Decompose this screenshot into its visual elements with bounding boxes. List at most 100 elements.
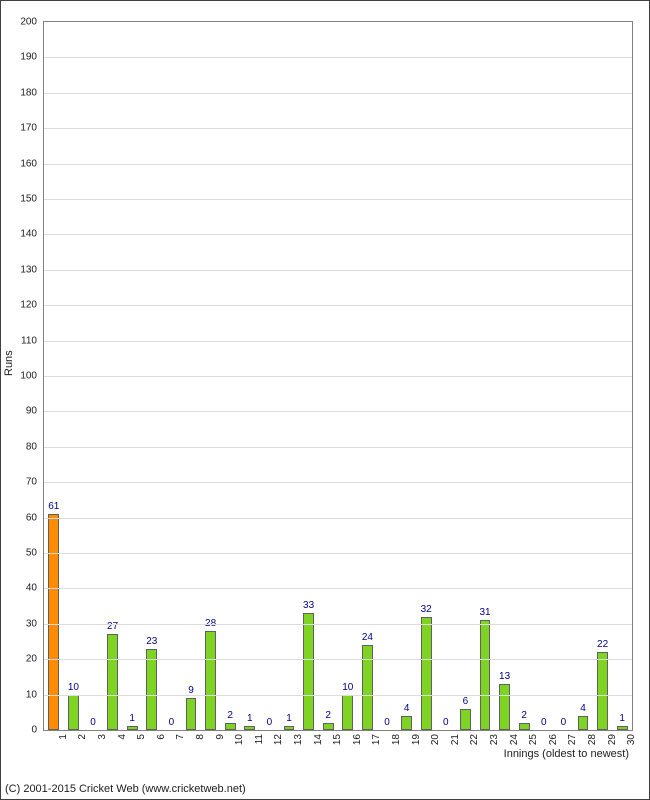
x-tick-label: 26 bbox=[548, 734, 559, 745]
bar bbox=[499, 684, 510, 730]
x-tick-label: 12 bbox=[273, 734, 284, 745]
x-axis-title: Innings (oldest to newest) bbox=[504, 748, 629, 760]
x-tick-label: 2 bbox=[77, 734, 88, 740]
bar-value-label: 1 bbox=[247, 713, 253, 724]
bar bbox=[421, 617, 432, 730]
bar-value-label: 1 bbox=[619, 713, 625, 724]
x-tick-label: 28 bbox=[587, 734, 598, 745]
y-tick-label: 70 bbox=[7, 477, 37, 488]
y-tick-label: 10 bbox=[7, 689, 37, 700]
chart-frame: 6110027123092821013321024043206311320042… bbox=[0, 0, 650, 800]
y-tick-label: 160 bbox=[7, 158, 37, 169]
x-tick-label: 9 bbox=[215, 734, 226, 740]
bar bbox=[127, 726, 138, 730]
x-tick-label: 22 bbox=[469, 734, 480, 745]
x-tick-label: 14 bbox=[313, 734, 324, 745]
x-tick-label: 27 bbox=[567, 734, 578, 745]
bar-value-label: 10 bbox=[68, 682, 79, 693]
x-tick-label: 10 bbox=[234, 734, 245, 745]
gridline bbox=[44, 553, 632, 554]
gridline bbox=[44, 341, 632, 342]
bar bbox=[342, 695, 353, 730]
bar-value-label: 2 bbox=[521, 710, 527, 721]
x-tick-label: 19 bbox=[411, 734, 422, 745]
bar-value-label: 32 bbox=[421, 604, 432, 615]
y-tick-label: 180 bbox=[7, 87, 37, 98]
gridline bbox=[44, 234, 632, 235]
y-tick-label: 0 bbox=[7, 725, 37, 736]
bar-value-label: 0 bbox=[169, 717, 175, 728]
gridline bbox=[44, 695, 632, 696]
x-tick-label: 25 bbox=[528, 734, 539, 745]
bar-value-label: 0 bbox=[384, 717, 390, 728]
gridline bbox=[44, 305, 632, 306]
gridline bbox=[44, 447, 632, 448]
y-tick-label: 20 bbox=[7, 654, 37, 665]
x-tick-label: 30 bbox=[626, 734, 637, 745]
bar-value-label: 0 bbox=[443, 717, 449, 728]
y-tick-label: 140 bbox=[7, 229, 37, 240]
bar bbox=[225, 723, 236, 730]
bar bbox=[303, 613, 314, 730]
x-tick-label: 3 bbox=[97, 734, 108, 740]
bar bbox=[323, 723, 334, 730]
bar-value-label: 0 bbox=[541, 717, 547, 728]
gridline bbox=[44, 164, 632, 165]
bar-value-label: 33 bbox=[303, 600, 314, 611]
gridline bbox=[44, 57, 632, 58]
bar-value-label: 10 bbox=[342, 682, 353, 693]
bar bbox=[597, 652, 608, 730]
bar bbox=[362, 645, 373, 730]
y-tick-label: 200 bbox=[7, 17, 37, 28]
bar bbox=[519, 723, 530, 730]
bar bbox=[284, 726, 295, 730]
bar bbox=[617, 726, 628, 730]
x-tick-label: 7 bbox=[175, 734, 186, 740]
y-tick-label: 30 bbox=[7, 618, 37, 629]
bar-value-label: 2 bbox=[325, 710, 331, 721]
bar-value-label: 1 bbox=[286, 713, 292, 724]
bar bbox=[401, 716, 412, 730]
bar bbox=[68, 695, 79, 730]
bar bbox=[480, 620, 491, 730]
x-tick-label: 21 bbox=[450, 734, 461, 745]
x-tick-label: 4 bbox=[117, 734, 128, 740]
x-tick-label: 24 bbox=[509, 734, 520, 745]
x-tick-label: 17 bbox=[371, 734, 382, 745]
gridline bbox=[44, 93, 632, 94]
bar bbox=[186, 698, 197, 730]
bar-value-label: 13 bbox=[499, 671, 510, 682]
y-tick-label: 150 bbox=[7, 194, 37, 205]
x-tick-label: 1 bbox=[58, 734, 69, 740]
bar-value-label: 1 bbox=[129, 713, 135, 724]
x-tick-label: 18 bbox=[391, 734, 402, 745]
y-tick-label: 190 bbox=[7, 52, 37, 63]
bar bbox=[48, 514, 59, 730]
x-tick-label: 20 bbox=[430, 734, 441, 745]
gridline bbox=[44, 482, 632, 483]
bar bbox=[107, 634, 118, 730]
bar bbox=[244, 726, 255, 730]
gridline bbox=[44, 270, 632, 271]
y-tick-label: 60 bbox=[7, 512, 37, 523]
bar bbox=[146, 649, 157, 730]
bar-value-label: 23 bbox=[146, 636, 157, 647]
gridline bbox=[44, 411, 632, 412]
bar-value-label: 4 bbox=[404, 703, 410, 714]
gridline bbox=[44, 659, 632, 660]
bar bbox=[460, 709, 471, 730]
x-tick-label: 6 bbox=[156, 734, 167, 740]
bar bbox=[578, 716, 589, 730]
x-tick-label: 13 bbox=[293, 734, 304, 745]
gridline bbox=[44, 376, 632, 377]
bar-value-label: 4 bbox=[580, 703, 586, 714]
gridline bbox=[44, 128, 632, 129]
plot-area: 6110027123092821013321024043206311320042… bbox=[43, 21, 633, 731]
x-tick-label: 29 bbox=[607, 734, 618, 745]
y-tick-label: 90 bbox=[7, 406, 37, 417]
y-tick-label: 80 bbox=[7, 441, 37, 452]
y-tick-label: 50 bbox=[7, 548, 37, 559]
y-tick-label: 110 bbox=[7, 335, 37, 346]
x-tick-label: 15 bbox=[332, 734, 343, 745]
bar-value-label: 24 bbox=[362, 632, 373, 643]
